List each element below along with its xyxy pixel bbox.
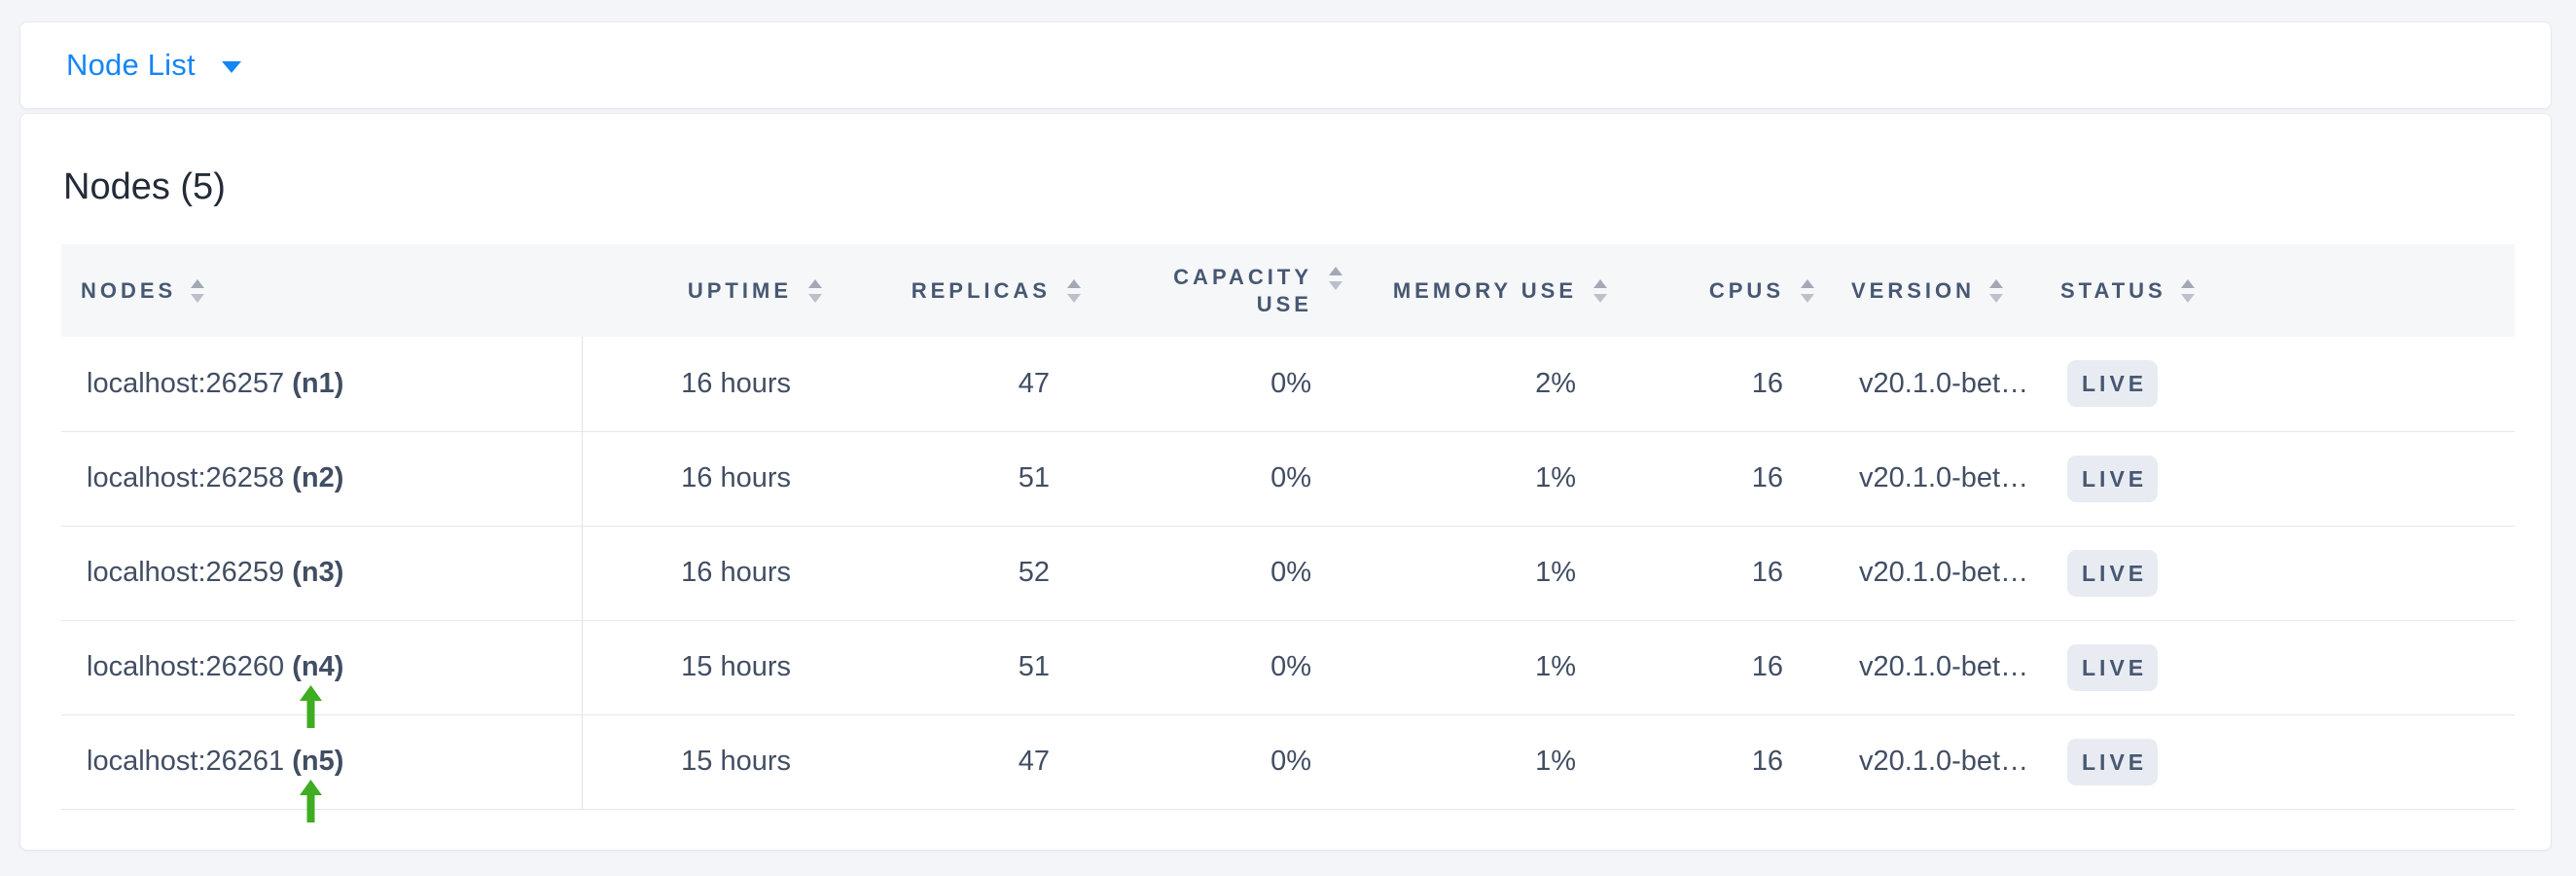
status-cell: LIVE [2049, 337, 2515, 432]
sort-icon[interactable] [190, 278, 205, 304]
column-header-status[interactable]: Status [2049, 244, 2515, 337]
node-address-cell[interactable]: localhost:26261 (n5) [61, 714, 583, 822]
memory-use-cell: 1% [1343, 714, 1608, 810]
nodes-card: Nodes (5) Nodes Uptime [19, 113, 2552, 851]
node-list-dropdown-label: Node List [66, 48, 196, 82]
capacity-use-cell: 0% [1082, 714, 1343, 810]
status-cell: LIVE [2049, 431, 2515, 527]
view-selector-bar: Node List [19, 21, 2552, 109]
table-header-row: Nodes Uptime Replicas [61, 244, 2515, 337]
cpus-cell: 16 [1608, 337, 1815, 432]
sort-icon[interactable] [807, 278, 823, 304]
table-row: localhost:26258 (n2) 16 hours 51 0% 1% 1… [61, 431, 2515, 527]
version-cell: v20.1.0-bet… [1815, 620, 2049, 715]
sort-icon[interactable] [1800, 278, 1815, 304]
node-address-cell[interactable]: localhost:26259 (n3) [61, 526, 583, 621]
status-cell: LIVE [2049, 526, 2515, 621]
memory-use-cell: 1% [1343, 431, 1608, 527]
column-header-uptime[interactable]: Uptime [582, 244, 823, 337]
memory-use-cell: 1% [1343, 620, 1608, 715]
table-row: localhost:26259 (n3) 16 hours 52 0% 1% 1… [61, 526, 2515, 621]
memory-use-cell: 2% [1343, 337, 1608, 432]
version-cell: v20.1.0-bet… [1815, 431, 2049, 527]
table-row: localhost:26257 (n1) 16 hours 47 0% 2% 1… [61, 337, 2515, 432]
uptime-cell: 16 hours [582, 337, 823, 432]
status-badge: LIVE [2067, 643, 2159, 691]
green-up-arrow-icon [299, 684, 323, 728]
sort-icon[interactable] [1328, 266, 1343, 291]
chevron-down-icon [221, 61, 241, 73]
column-header-version[interactable]: Version [1815, 244, 2049, 337]
status-badge: LIVE [2067, 738, 2159, 785]
capacity-use-cell: 0% [1082, 337, 1343, 432]
sort-icon[interactable] [1988, 278, 2004, 304]
node-address-cell[interactable]: localhost:26257 (n1) [61, 337, 583, 432]
uptime-cell: 15 hours [582, 714, 823, 810]
table-row: localhost:26261 (n5) 15 hours 47 0% 1% 1… [61, 714, 2515, 822]
node-table: Nodes Uptime Replicas [61, 244, 2515, 822]
node-id: (n5) [292, 746, 344, 777]
replicas-cell: 47 [823, 337, 1082, 432]
node-address-cell[interactable]: localhost:26258 (n2) [61, 431, 583, 527]
capacity-use-cell: 0% [1082, 620, 1343, 715]
green-up-arrow-icon [299, 779, 323, 822]
status-cell: LIVE [2049, 620, 2515, 715]
table-row: localhost:26260 (n4) 15 hours 51 0% 1% 1… [61, 620, 2515, 728]
cpus-cell: 16 [1608, 620, 1815, 715]
uptime-cell: 16 hours [582, 526, 823, 621]
replicas-cell: 47 [823, 714, 1082, 810]
node-id: (n3) [292, 557, 344, 588]
sort-icon[interactable] [1066, 278, 1082, 304]
cpus-cell: 16 [1608, 431, 1815, 527]
replicas-cell: 52 [823, 526, 1082, 621]
cpus-cell: 16 [1608, 714, 1815, 810]
status-badge: LIVE [2067, 455, 2159, 502]
version-cell: v20.1.0-bet… [1815, 526, 2049, 621]
cpus-cell: 16 [1608, 526, 1815, 621]
status-cell: LIVE [2049, 714, 2515, 810]
capacity-use-cell: 0% [1082, 431, 1343, 527]
column-header-cpus[interactable]: CPUs [1608, 244, 1815, 337]
column-header-capacity-use[interactable]: Capacity Use [1082, 244, 1343, 337]
node-id: (n4) [292, 651, 344, 682]
uptime-cell: 16 hours [582, 431, 823, 527]
column-header-replicas[interactable]: Replicas [823, 244, 1082, 337]
sort-icon[interactable] [1592, 278, 1608, 304]
status-badge: LIVE [2067, 549, 2159, 597]
node-id: (n2) [292, 462, 344, 493]
version-cell: v20.1.0-bet… [1815, 337, 2049, 432]
replicas-cell: 51 [823, 431, 1082, 527]
sort-icon[interactable] [2180, 278, 2196, 304]
capacity-use-cell: 0% [1082, 526, 1343, 621]
node-list-dropdown[interactable]: Node List [66, 48, 241, 83]
node-id: (n1) [292, 367, 344, 399]
node-address-cell[interactable]: localhost:26260 (n4) [61, 620, 583, 728]
uptime-cell: 15 hours [582, 620, 823, 715]
memory-use-cell: 1% [1343, 526, 1608, 621]
status-badge: LIVE [2067, 360, 2159, 408]
page-title: Nodes (5) [63, 166, 226, 207]
column-header-nodes[interactable]: Nodes [61, 244, 582, 337]
column-header-memory-use[interactable]: Memory Use [1343, 244, 1608, 337]
version-cell: v20.1.0-bet… [1815, 714, 2049, 810]
replicas-cell: 51 [823, 620, 1082, 715]
